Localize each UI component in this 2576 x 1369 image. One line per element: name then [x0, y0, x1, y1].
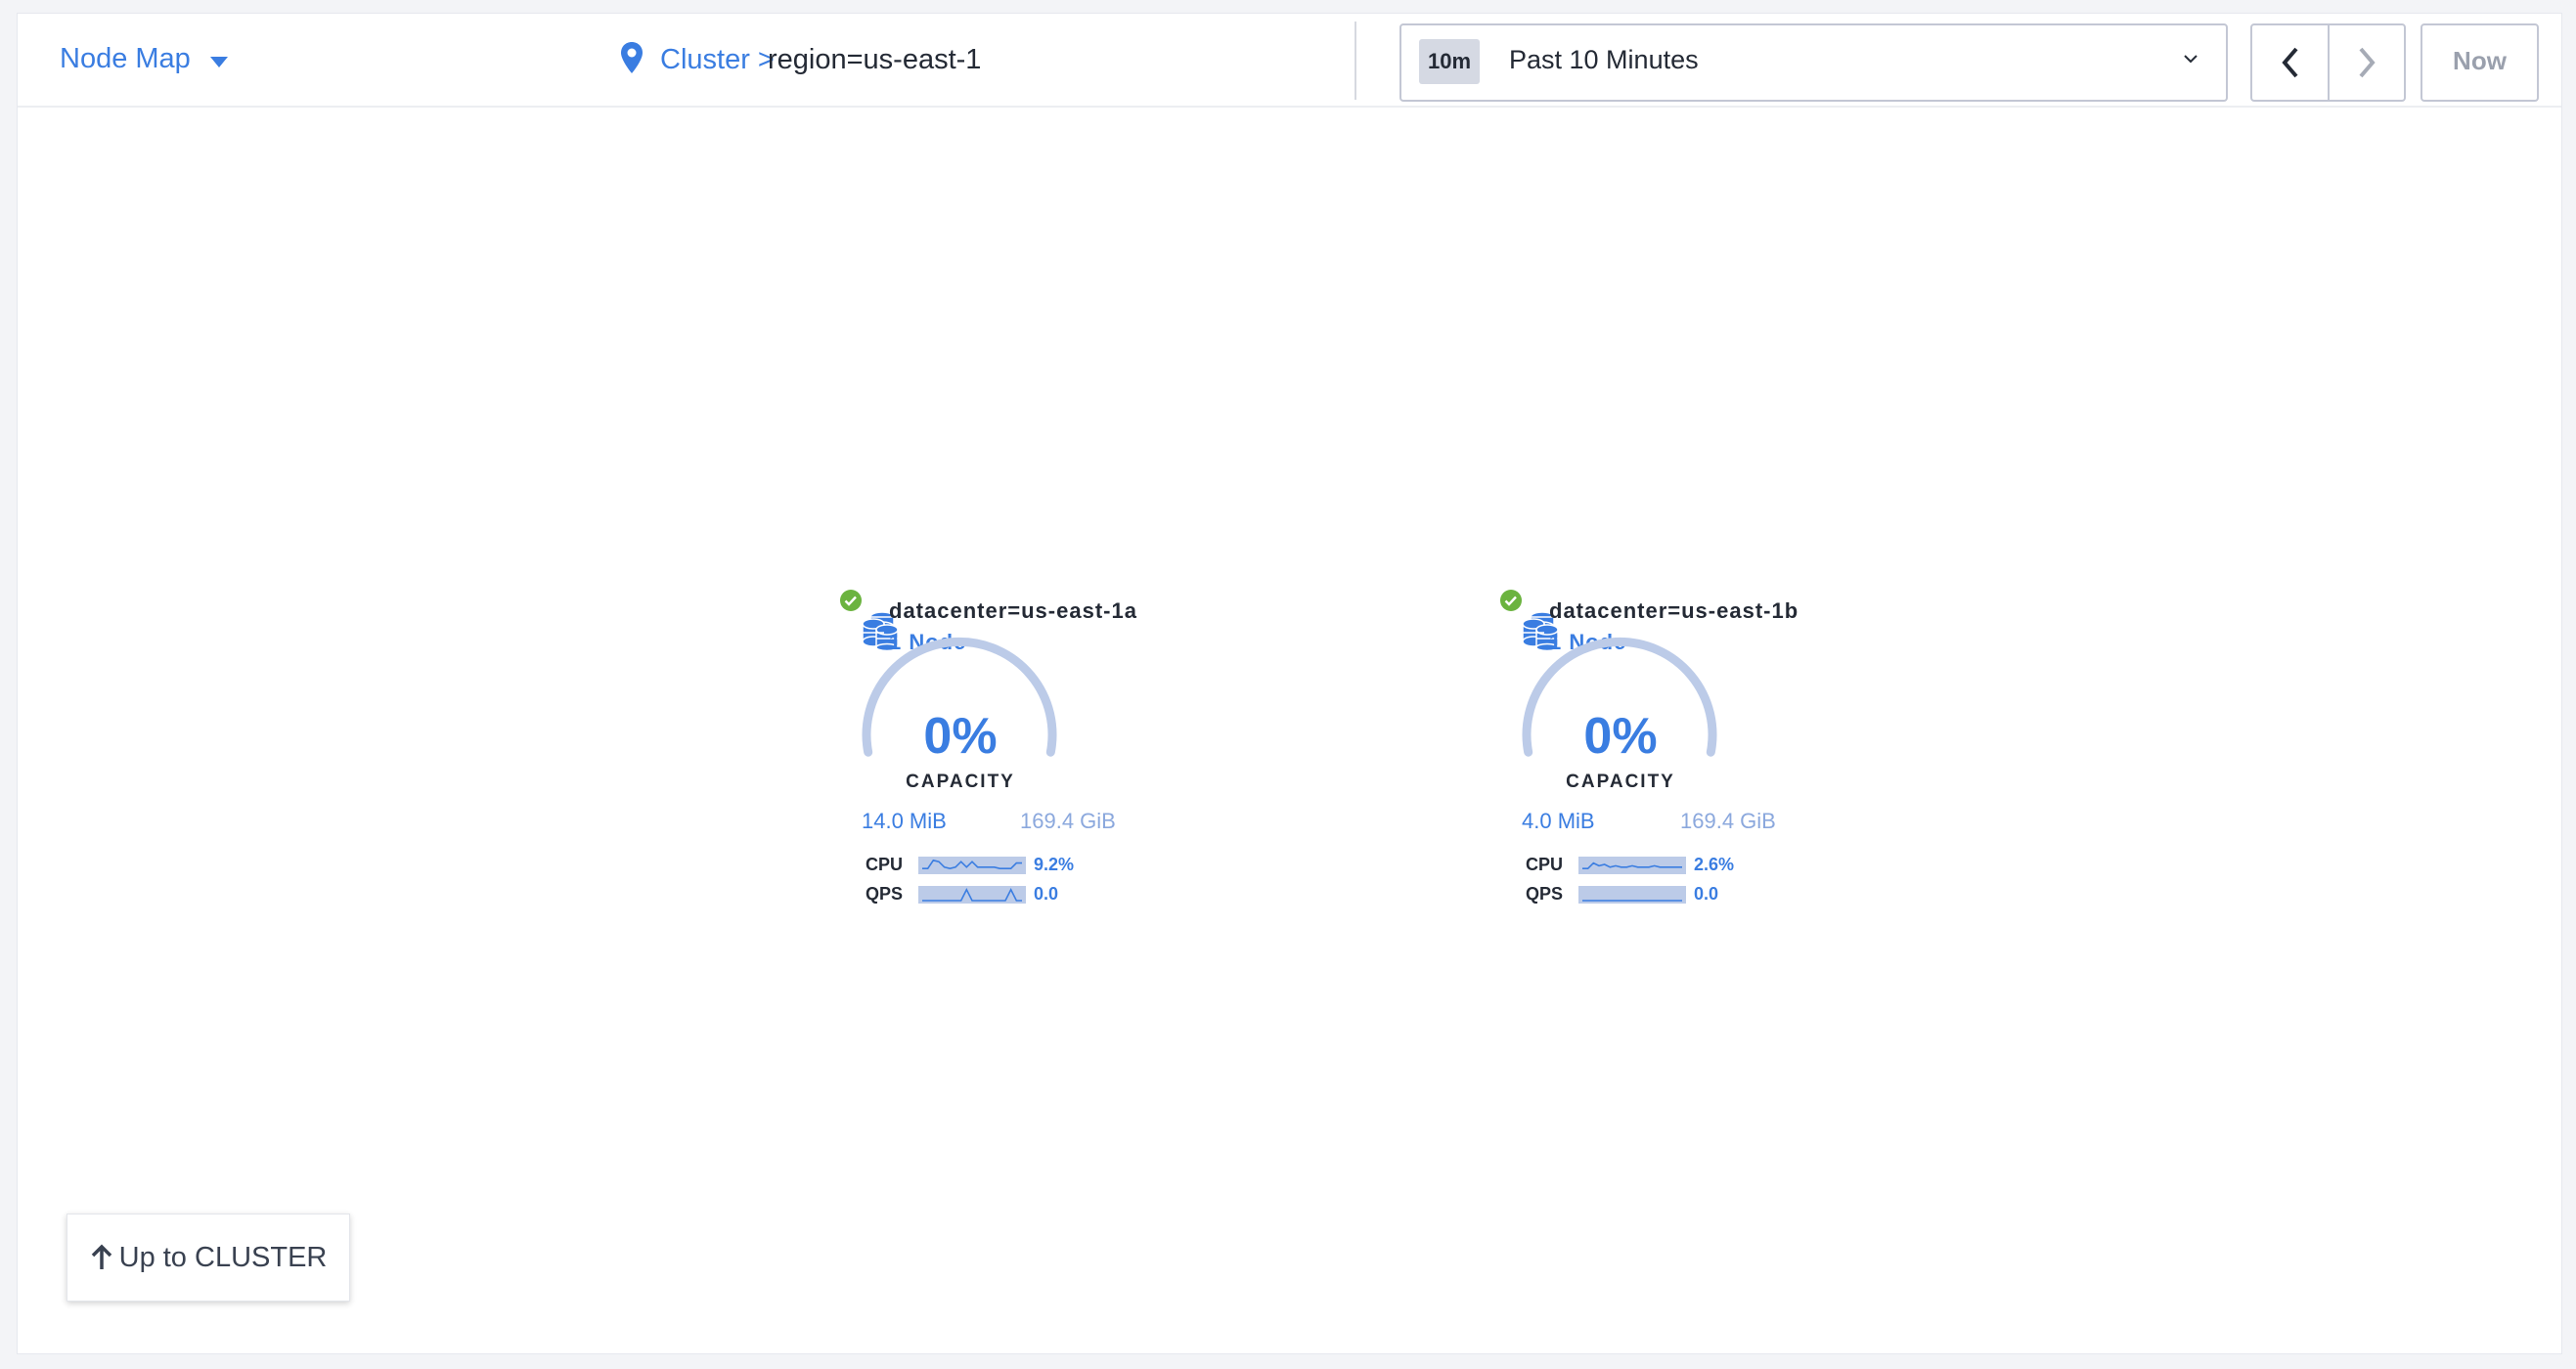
next-window-button[interactable]: [2329, 25, 2404, 100]
view-selector[interactable]: Node Map: [60, 43, 191, 74]
caret-down-icon[interactable]: [210, 57, 228, 67]
capacity-percent: 0%: [1583, 708, 1658, 765]
cpu-sparkline: [918, 857, 1026, 874]
metric-value: 0.0: [1034, 884, 1059, 904]
database-stack-icon: [862, 611, 899, 651]
arrow-up-icon: [91, 1244, 111, 1269]
metric-value: 0.0: [1694, 884, 1719, 904]
gauge-track: [862, 637, 1057, 757]
locality-card[interactable]: datacenter=us-east-1a 1 Node 0% CAPACITY…: [824, 590, 1216, 950]
metric-label: QPS: [1526, 884, 1564, 904]
previous-window-button[interactable]: [2252, 25, 2330, 100]
locality-name[interactable]: datacenter=us-east-1a: [889, 598, 1137, 623]
locality-name[interactable]: datacenter=us-east-1b: [1549, 598, 1799, 623]
location-pin-icon: [621, 42, 643, 73]
time-range-label: Past 10 Minutes: [1509, 45, 1699, 74]
metric-value: 9.2%: [1034, 855, 1075, 874]
metric-label: CPU: [1526, 855, 1564, 874]
metric-value: 2.6%: [1694, 855, 1735, 874]
divider: [1355, 22, 1356, 100]
up-to-cluster-button[interactable]: Up to CLUSTER: [67, 1214, 350, 1302]
metric-label: CPU: [866, 855, 904, 874]
capacity-gauge: [1522, 637, 1717, 757]
healthy-check-icon: [840, 590, 862, 611]
page-header: Node Map Cluster > region=us-east-1 10m …: [18, 14, 2561, 108]
chevron-left-icon: [2281, 47, 2298, 78]
used-capacity: 14.0 MiB: [862, 809, 947, 833]
time-range-badge: 10m: [1419, 39, 1480, 84]
chevron-down-icon: [2184, 55, 2198, 64]
used-capacity: 4.0 MiB: [1522, 809, 1595, 833]
capacity-gauge: [862, 637, 1057, 757]
capacity-label: CAPACITY: [906, 772, 1015, 792]
locality-card[interactable]: datacenter=us-east-1b 1 Node 0% CAPACITY…: [1485, 590, 1876, 950]
database-stack-icon: [1522, 611, 1559, 651]
node-map-panel: Node Map Cluster > region=us-east-1 10m …: [17, 13, 2562, 1354]
qps-sparkline: [918, 886, 1026, 904]
sparkline-line: [922, 859, 1022, 870]
sparkline-background: [918, 886, 1026, 904]
gauge-track: [1522, 637, 1717, 757]
qps-sparkline: [1578, 886, 1686, 904]
metric-label: QPS: [866, 884, 904, 904]
healthy-check-icon: [1500, 590, 1522, 611]
capacity-percent: 0%: [923, 708, 998, 765]
sparkline-line: [922, 888, 1022, 902]
total-capacity: 169.4 GiB: [1680, 809, 1776, 833]
capacity-label: CAPACITY: [1566, 772, 1675, 792]
now-button[interactable]: Now: [2421, 23, 2539, 102]
sparkline-background: [1578, 886, 1686, 904]
breadcrumb-current: region=us-east-1: [768, 44, 982, 75]
sparkline-line: [1582, 861, 1682, 869]
total-capacity: 169.4 GiB: [1020, 809, 1116, 833]
up-to-cluster-label: Up to CLUSTER: [118, 1241, 328, 1273]
chevron-right-icon: [2358, 47, 2376, 78]
time-range-select[interactable]: 10m Past 10 Minutes: [1399, 23, 2228, 102]
time-nav-group: [2250, 23, 2406, 102]
cpu-sparkline: [1578, 857, 1686, 874]
sparkline-background: [918, 857, 1026, 874]
breadcrumb-cluster-link[interactable]: Cluster >: [660, 44, 775, 75]
